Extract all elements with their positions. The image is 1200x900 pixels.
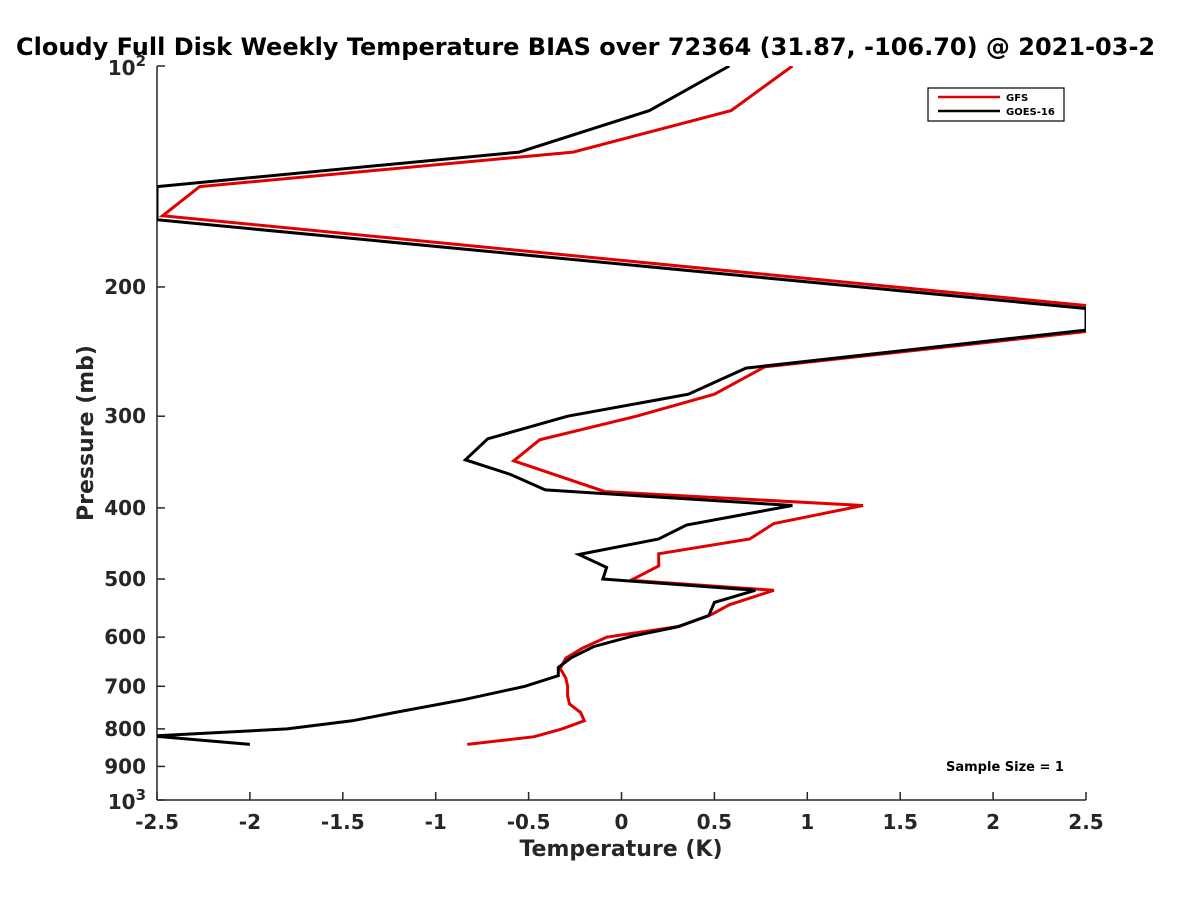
legend-label-goes16: GOES-16 xyxy=(1006,107,1055,118)
x-tick-label: -1.5 xyxy=(321,810,365,834)
y-tick-label: 500 xyxy=(104,567,146,591)
y-tick-label: 200 xyxy=(104,275,146,299)
y-decade-tick-exponent: 2 xyxy=(136,52,146,70)
x-tick-label: 0 xyxy=(615,810,629,834)
y-tick-label: 600 xyxy=(104,625,146,649)
legend: GFS GOES-16 xyxy=(927,87,1065,122)
series-line-gfs xyxy=(158,66,1086,746)
x-axis-ticks: -2.5 -2 -1.5 -1 -0.5 0 0.5 1 1.5 2 2.5 xyxy=(135,792,1104,834)
x-tick-label: 1.5 xyxy=(882,810,917,834)
y-decade-tick-base: 10 xyxy=(108,790,136,814)
y-tick-label: 900 xyxy=(104,754,146,778)
y-tick-label: 800 xyxy=(104,717,146,741)
sample-size-annotation: Sample Size = 1 xyxy=(946,760,1064,775)
series-line-goes-16 xyxy=(157,66,1086,746)
x-axis-label: Temperature (K) xyxy=(519,837,722,862)
x-tick-label: -0.5 xyxy=(507,810,551,834)
plot-area xyxy=(156,66,1086,801)
y-tick-label: 400 xyxy=(104,496,146,520)
y-decade-tick-label: 102 xyxy=(108,52,146,80)
y-axis-label: Pressure (mb) xyxy=(74,345,99,521)
legend-label-gfs: GFS xyxy=(1006,93,1028,104)
x-tick-label: 2.5 xyxy=(1068,810,1103,834)
x-tick-label: -2.5 xyxy=(135,810,179,834)
x-tick-label: 0.5 xyxy=(697,810,732,834)
chart-title: Cloudy Full Disk Weekly Temperature BIAS… xyxy=(16,33,1155,61)
y-decade-tick-exponent: 3 xyxy=(136,786,146,804)
x-tick-label: 2 xyxy=(986,810,1000,834)
y-tick-label: 700 xyxy=(104,674,146,698)
y-tick-label: 300 xyxy=(104,404,146,428)
series-layer xyxy=(157,66,1086,746)
y-decade-tick-base: 10 xyxy=(108,56,136,80)
x-tick-label: 1 xyxy=(800,810,814,834)
y-decade-tick-label: 103 xyxy=(108,786,146,814)
x-tick-label: -2 xyxy=(239,810,261,834)
legend-box xyxy=(927,87,1065,122)
x-tick-label: -1 xyxy=(425,810,447,834)
